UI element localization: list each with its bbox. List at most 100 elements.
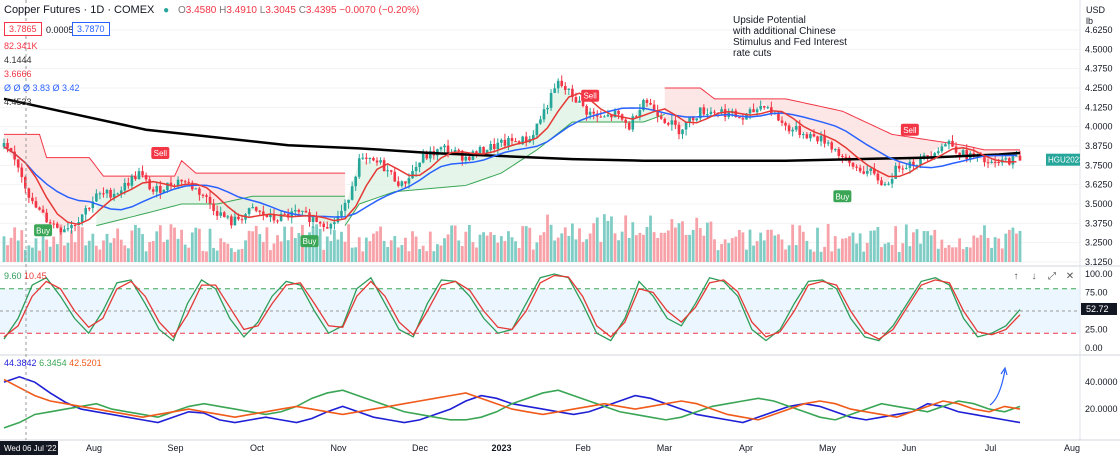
volume-bar: [386, 247, 390, 262]
close-icon[interactable]: ✕: [1065, 271, 1075, 282]
volume-bar: [102, 240, 105, 262]
volume-bar: [702, 235, 706, 262]
maximize-icon[interactable]: ⤢: [1048, 271, 1056, 282]
volume-bar: [343, 241, 347, 262]
volume-bar: [652, 232, 656, 262]
volume-bar: [244, 240, 247, 262]
ask-price[interactable]: 3.7870: [72, 22, 110, 36]
symbol-title[interactable]: Copper Futures · 1D · COMEX: [4, 4, 155, 16]
stoch-d-line: [3, 274, 1021, 340]
price-tick-label: 4.2500: [1085, 83, 1113, 93]
trail-stop-green-1-line: [96, 195, 346, 227]
sell-signal: Sell: [151, 146, 170, 159]
volume-bar: [670, 219, 674, 262]
candle-body: [919, 157, 922, 166]
candle-body: [837, 149, 841, 156]
candle-body: [443, 145, 446, 148]
candle-body: [464, 156, 468, 161]
volume-bar: [229, 248, 233, 262]
candle-body: [151, 189, 155, 192]
candle-body: [876, 173, 880, 181]
volume-bar: [20, 230, 24, 262]
candle-body: [635, 116, 638, 118]
candle-body: [993, 161, 997, 163]
candle-body: [936, 151, 940, 154]
volume-bar: [773, 235, 777, 262]
volume-bar: [84, 245, 88, 262]
candle-body: [389, 170, 393, 172]
volume-bar: [553, 240, 557, 262]
volume-bar: [990, 247, 993, 262]
candle-body: [258, 210, 262, 212]
volume-bar: [528, 227, 532, 262]
volume-bar: [364, 237, 368, 262]
candle-body: [695, 118, 699, 121]
trail-stop-green-1-fill: [96, 173, 346, 226]
volume-bar: [180, 229, 184, 262]
volume-bar: [997, 238, 1001, 262]
volume-bar: [1000, 248, 1004, 262]
volume-bar: [361, 251, 365, 262]
candle-body: [365, 157, 368, 159]
candle-body: [489, 143, 492, 151]
candle-body: [13, 151, 16, 160]
candle-body: [521, 136, 524, 145]
candle-body: [315, 217, 318, 222]
candle-body: [283, 213, 286, 215]
candle-body: [553, 88, 556, 93]
volume-bar: [642, 234, 645, 262]
time-tick-label: Nov: [330, 443, 347, 453]
volume-bar: [482, 232, 485, 262]
price-tick-label: 3.8750: [1085, 141, 1113, 151]
bid-price[interactable]: 3.7865: [4, 22, 42, 36]
time-tick-label: Aug: [1064, 443, 1080, 453]
volume-bar: [588, 233, 592, 262]
volume-bar: [265, 227, 269, 262]
volume-bar: [610, 216, 613, 262]
volume-bar: [862, 251, 866, 262]
volume-bar: [869, 230, 873, 262]
signal-label: Buy: [36, 226, 50, 235]
indicator-value-1: 3.6666: [4, 69, 32, 79]
volume-bar: [876, 226, 880, 262]
volume-bar: [45, 239, 49, 262]
candle-body: [510, 137, 514, 142]
volume-bar: [1011, 227, 1015, 262]
volume-bar: [414, 236, 418, 262]
price-tick-label: 3.1250: [1085, 257, 1113, 267]
candle-body: [805, 134, 809, 139]
candle-body: [649, 102, 652, 105]
dmi-line-2: [3, 378, 1021, 421]
volume-bar: [91, 233, 95, 262]
arrow-down-icon[interactable]: ↓: [1031, 271, 1037, 282]
symbol-tag-box: [1046, 153, 1080, 166]
volume-bar: [94, 245, 98, 262]
signal-box: [833, 190, 852, 203]
candle-body: [66, 228, 70, 230]
candle-body: [453, 149, 457, 153]
candle-body: [251, 207, 254, 209]
arrow-up-icon[interactable]: ↑: [1013, 271, 1019, 282]
volume-bar: [368, 241, 372, 262]
indicator-value-3: Ø Ø Ø 3.83 Ø 3.42: [4, 83, 80, 93]
candle-body: [411, 170, 414, 179]
candle-body: [137, 171, 141, 180]
candle-body: [571, 88, 574, 98]
candle-body: [55, 223, 59, 228]
volume-bar: [443, 238, 446, 262]
volume-bar: [318, 228, 322, 262]
volume-bar: [574, 239, 578, 262]
volume-bar: [698, 228, 702, 262]
volume-bar: [208, 228, 212, 262]
candle-body: [961, 150, 965, 156]
candle-body: [304, 210, 308, 213]
candle-body: [340, 210, 343, 217]
volume-bar: [535, 242, 539, 262]
volume-bar: [567, 235, 571, 262]
candle-body: [219, 212, 222, 216]
candle-body: [858, 167, 862, 172]
volume-bar: [237, 249, 240, 262]
signal-box: [581, 89, 600, 102]
price-tick-label: 4.5000: [1085, 44, 1113, 54]
